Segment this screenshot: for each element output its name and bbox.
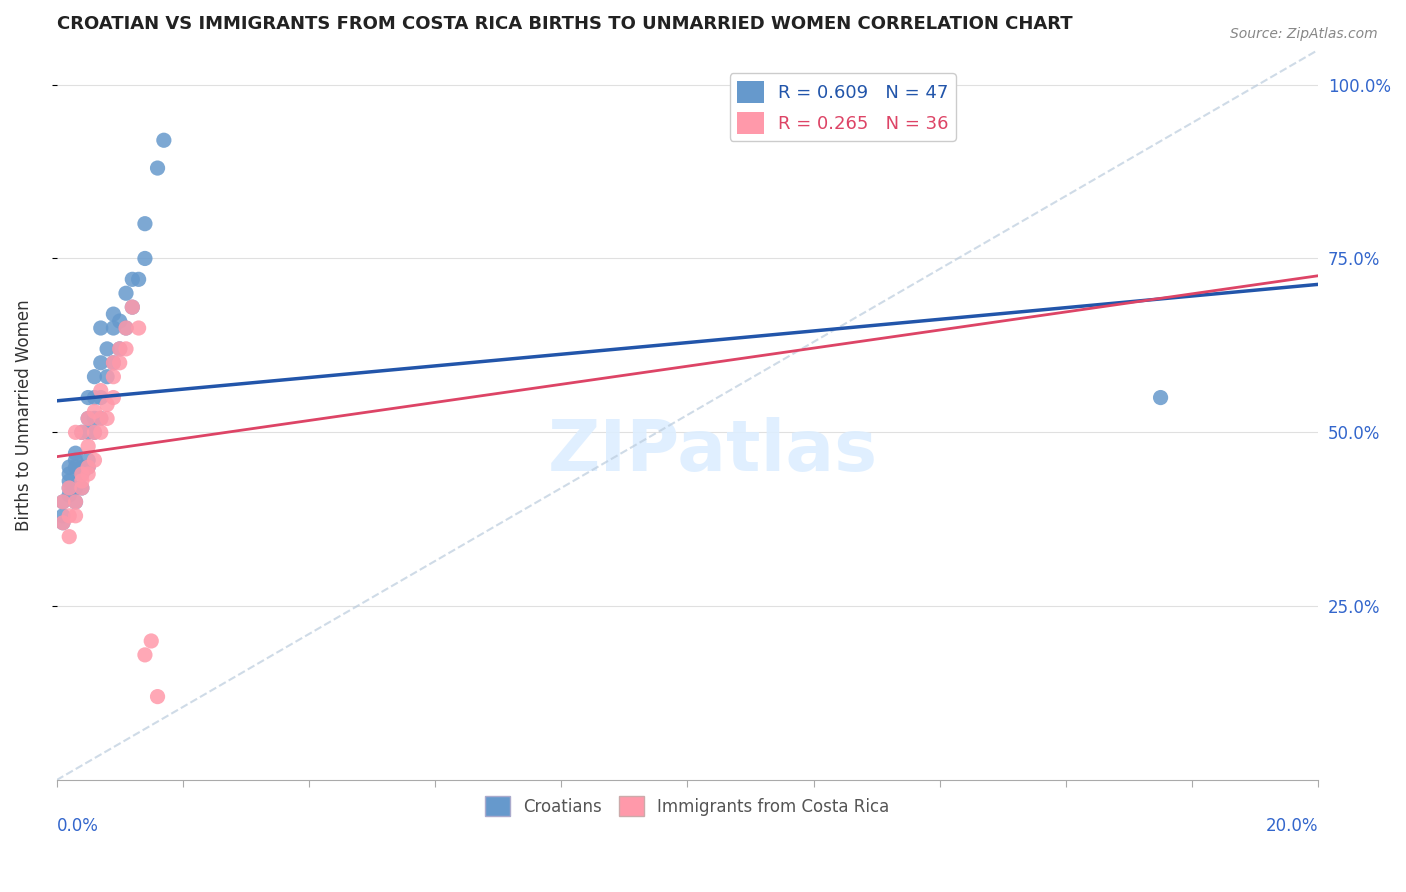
Point (58, 488, 80, 502)
Point (58, 467, 80, 481)
Text: 0.0%: 0.0% (56, 816, 98, 835)
Point (146, 161, 169, 175)
Point (128, 272, 150, 286)
Point (141, 634, 163, 648)
Text: CROATIAN VS IMMIGRANTS FROM COSTA RICA BIRTHS TO UNMARRIED WOMEN CORRELATION CHA: CROATIAN VS IMMIGRANTS FROM COSTA RICA B… (56, 15, 1073, 33)
Point (77, 411, 100, 425)
Point (96, 411, 118, 425)
Point (70, 481, 93, 495)
Point (52, 495, 75, 509)
Point (90, 321, 112, 335)
Point (70, 425, 93, 440)
Point (90, 411, 112, 425)
Point (65, 495, 87, 509)
Point (134, 648, 156, 662)
Point (83, 453, 105, 467)
Point (77, 425, 100, 440)
Point (96, 369, 118, 384)
Point (65, 508, 87, 523)
Point (65, 446, 87, 460)
Point (58, 481, 80, 495)
Point (83, 369, 105, 384)
Point (96, 342, 118, 356)
Point (108, 342, 131, 356)
Point (96, 397, 118, 411)
Point (108, 356, 131, 370)
Point (90, 411, 112, 425)
Text: Source: ZipAtlas.com: Source: ZipAtlas.com (1230, 27, 1378, 41)
Point (134, 217, 156, 231)
Y-axis label: Births to Unmarried Women: Births to Unmarried Women (15, 299, 32, 531)
Point (90, 425, 112, 440)
Point (121, 272, 143, 286)
Point (134, 252, 156, 266)
Point (70, 467, 93, 481)
Text: ZIPatlas: ZIPatlas (547, 417, 877, 486)
Point (58, 530, 80, 544)
Point (65, 481, 87, 495)
Point (103, 391, 125, 405)
Legend: Croatians, Immigrants from Costa Rica: Croatians, Immigrants from Costa Rica (478, 789, 896, 822)
Point (65, 453, 87, 467)
Point (77, 460, 100, 475)
Point (121, 300, 143, 314)
Point (70, 467, 93, 481)
Point (77, 411, 100, 425)
Point (77, 391, 100, 405)
Point (115, 342, 138, 356)
Point (70, 481, 93, 495)
Point (70, 460, 93, 475)
Point (52, 495, 75, 509)
Point (77, 467, 100, 481)
Text: 20.0%: 20.0% (1265, 816, 1319, 835)
Point (108, 314, 131, 328)
Point (153, 133, 176, 147)
Point (65, 460, 87, 475)
Point (58, 460, 80, 475)
Point (52, 508, 75, 523)
Point (103, 307, 125, 321)
Point (58, 481, 80, 495)
Point (52, 516, 75, 530)
Point (121, 300, 143, 314)
Point (115, 286, 138, 301)
Point (103, 356, 125, 370)
Point (83, 425, 105, 440)
Point (90, 384, 112, 398)
Point (146, 690, 169, 704)
Point (65, 425, 87, 440)
Point (128, 321, 150, 335)
Point (108, 342, 131, 356)
Point (77, 460, 100, 475)
Point (83, 404, 105, 418)
Point (90, 391, 112, 405)
Point (1149, 391, 1171, 405)
Point (65, 495, 87, 509)
Point (77, 439, 100, 453)
Point (103, 356, 125, 370)
Point (103, 369, 125, 384)
Point (52, 516, 75, 530)
Point (58, 474, 80, 488)
Point (70, 474, 93, 488)
Point (70, 425, 93, 440)
Point (83, 411, 105, 425)
Point (58, 508, 80, 523)
Point (77, 453, 100, 467)
Point (83, 425, 105, 440)
Point (83, 391, 105, 405)
Point (103, 321, 125, 335)
Point (115, 321, 138, 335)
Point (115, 321, 138, 335)
Point (90, 356, 112, 370)
